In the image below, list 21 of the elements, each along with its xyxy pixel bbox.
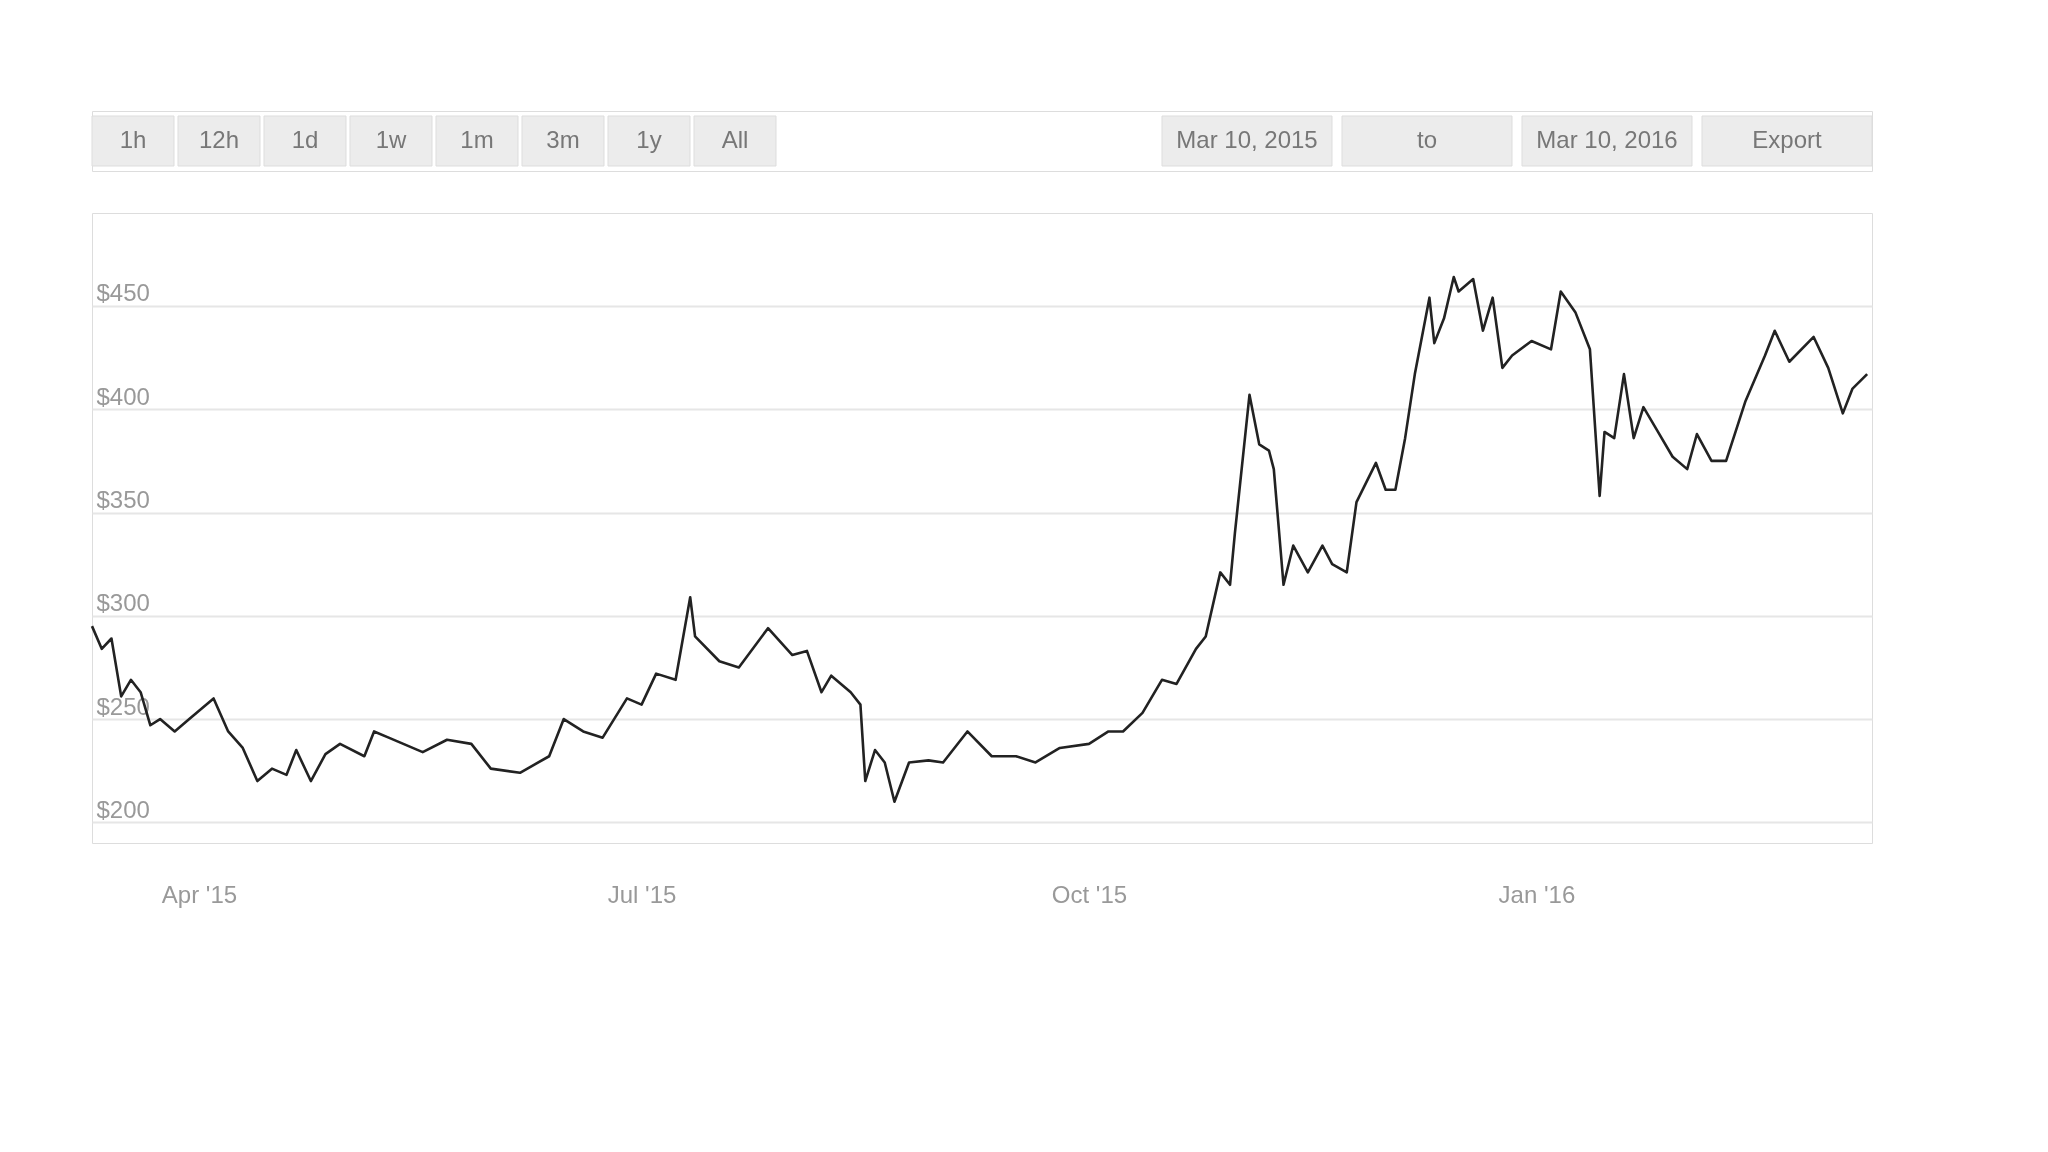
x-tick-label: Oct '15	[1051, 880, 1128, 908]
text: 12h	[198, 126, 240, 153]
x-tick-label: Jul '15	[607, 880, 677, 908]
text: Export	[1752, 126, 1823, 153]
text: 1w	[375, 126, 407, 153]
x-tick-label: Jan '16	[1498, 880, 1576, 908]
text: All	[721, 126, 749, 153]
text: Mar 10, 2016	[1536, 126, 1678, 153]
text: 1m	[460, 126, 494, 153]
x-tick-label: Apr '15	[161, 880, 238, 908]
y-tick-label: $450	[96, 279, 150, 307]
y-tick-label: $400	[96, 382, 150, 410]
y-tick-label: $200	[96, 795, 150, 823]
text: 1h	[119, 126, 147, 153]
text: 1d	[291, 126, 319, 153]
text: to	[1416, 126, 1438, 153]
text: 3m	[546, 126, 580, 153]
text: 1y	[636, 126, 662, 153]
y-tick-label: $350	[96, 486, 150, 514]
y-tick-label: $300	[96, 589, 150, 617]
text: Mar 10, 2015	[1176, 126, 1318, 153]
